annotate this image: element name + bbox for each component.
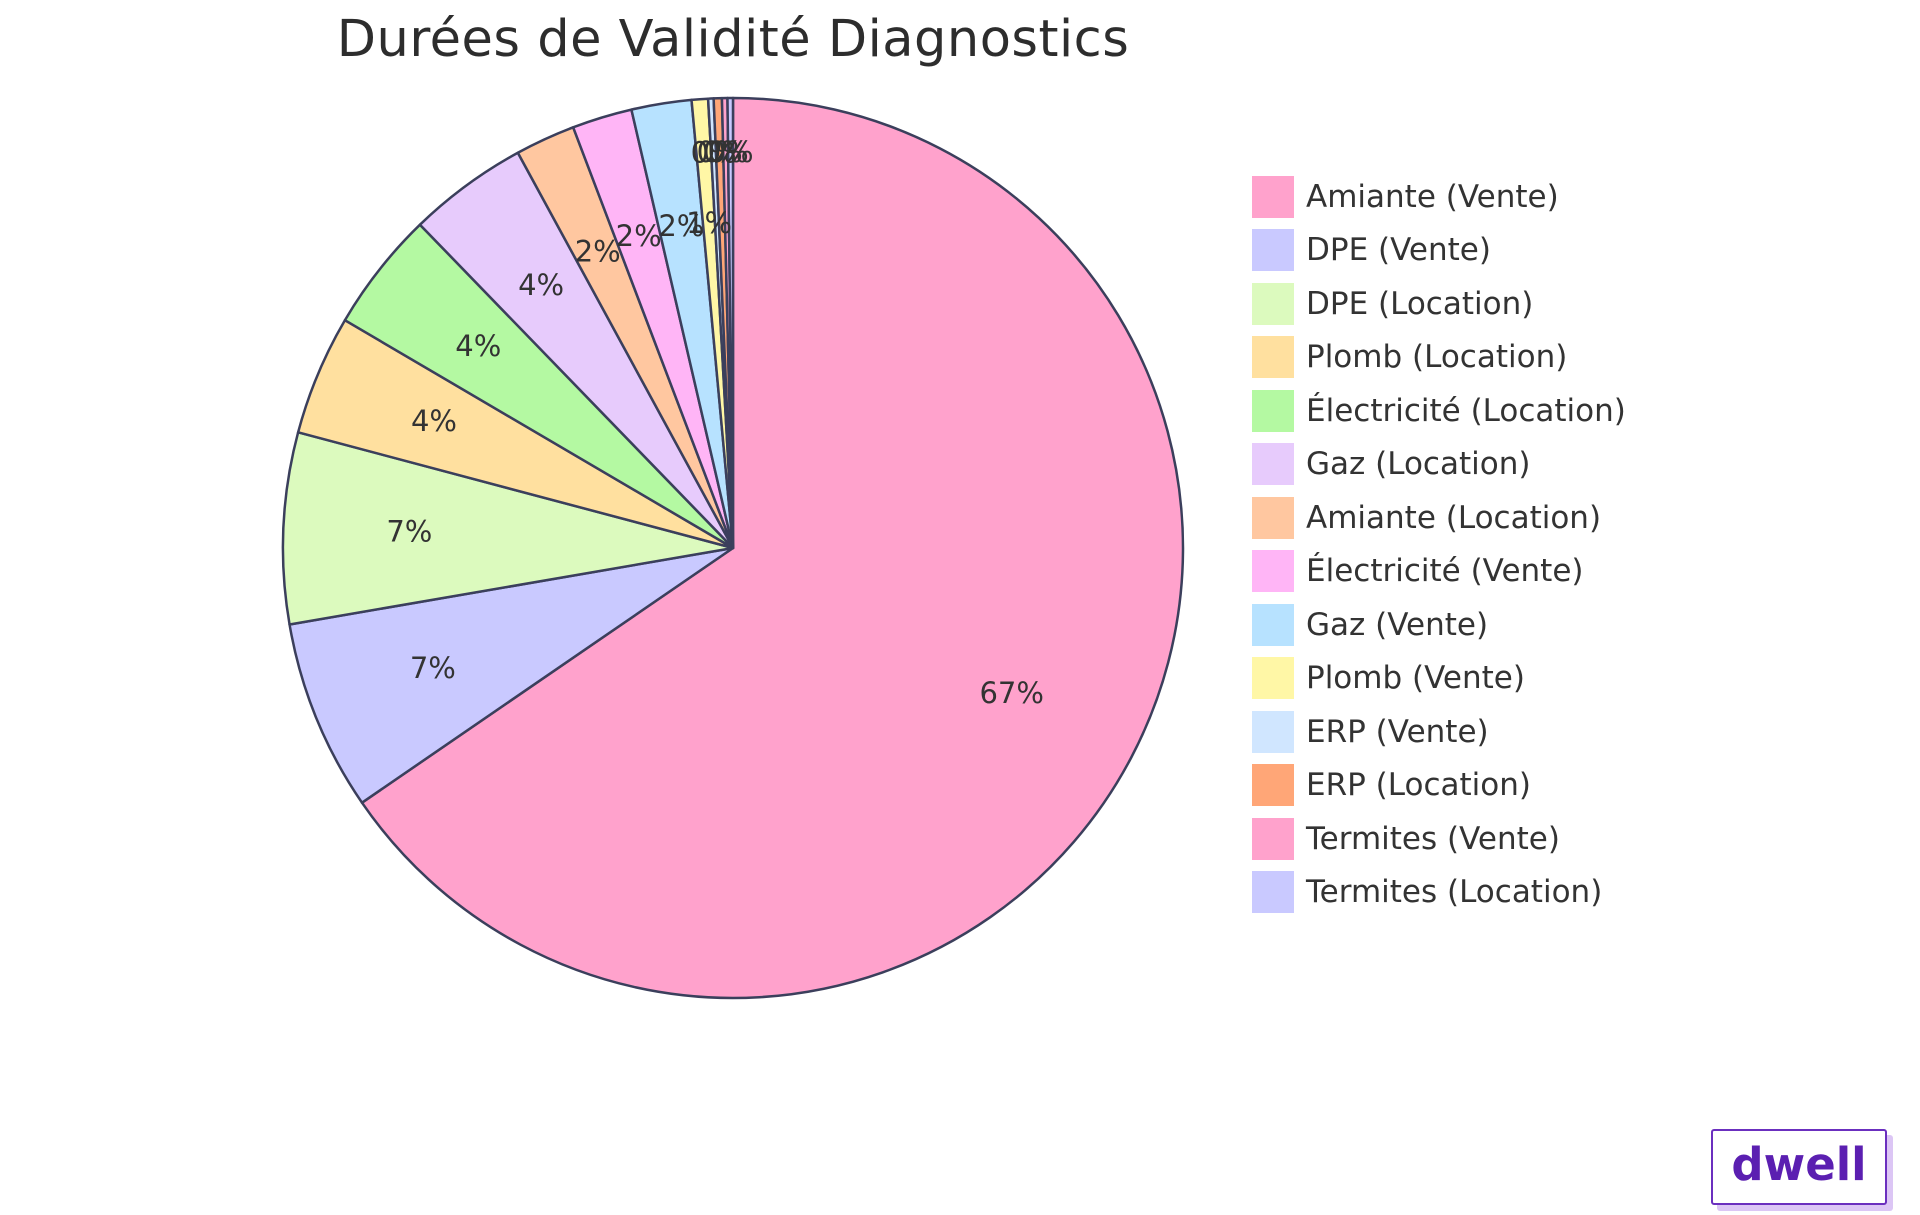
legend-item[interactable]: Gaz (Location) [1250, 438, 1626, 492]
legend-item[interactable]: Électricité (Location) [1250, 384, 1626, 438]
legend-label: Électricité (Location) [1306, 392, 1626, 429]
slice-label: 0% [708, 135, 754, 169]
slice-label: 7% [410, 651, 456, 685]
dwell-logo[interactable]: dwell [1711, 1129, 1887, 1205]
legend-item[interactable]: Gaz (Vente) [1250, 598, 1626, 652]
legend-label: ERP (Location) [1306, 767, 1531, 804]
pie-slice [360, 96, 1185, 1000]
legend-swatch [1250, 762, 1296, 809]
chart-title: Durées de Validité Diagnostics [336, 10, 1130, 69]
legend-item[interactable]: Amiante (Location) [1250, 491, 1626, 545]
legend-swatch [1250, 708, 1296, 755]
legend-swatch [1250, 548, 1296, 595]
pie-slice [288, 546, 735, 804]
pie-slice [281, 431, 735, 626]
legend-item[interactable]: DPE (Vente) [1250, 224, 1626, 278]
legend-label: Termites (Vente) [1306, 820, 1560, 857]
legend-label: DPE (Location) [1306, 285, 1534, 322]
slice-label: 1% [686, 206, 732, 240]
legend-swatch [1250, 387, 1296, 434]
legend-label: Gaz (Location) [1306, 446, 1531, 483]
slice-label: 0% [703, 135, 749, 169]
legend-swatch [1250, 227, 1296, 274]
slice-label: 2% [658, 209, 704, 243]
legend-item[interactable]: Plomb (Vente) [1250, 652, 1626, 706]
dwell-logo-text: dwell [1731, 1137, 1867, 1191]
legend-swatch [1250, 280, 1296, 327]
legend-item[interactable]: Termites (Location) [1250, 866, 1626, 920]
slice-label: 67% [979, 676, 1043, 710]
legend-label: ERP (Vente) [1306, 713, 1489, 750]
slice-label: 2% [575, 235, 621, 269]
pie-slice [726, 96, 735, 550]
legend-label: Plomb (Vente) [1306, 660, 1525, 697]
slice-label: 0% [691, 135, 737, 169]
legend-item[interactable]: Termites (Vente) [1250, 812, 1626, 866]
chart-legend: Amiante (Vente) DPE (Vente) DPE (Location)… [1250, 170, 1626, 919]
legend-item[interactable]: Électricité (Vente) [1250, 545, 1626, 599]
legend-item[interactable]: Amiante (Vente) [1250, 170, 1626, 224]
slice-label: 4% [411, 404, 457, 438]
legend-label: Gaz (Vente) [1306, 606, 1489, 643]
legend-swatch [1250, 441, 1296, 488]
slice-label: 4% [518, 268, 564, 302]
legend-label: DPE (Vente) [1306, 232, 1491, 269]
legend-swatch [1250, 334, 1296, 381]
legend-swatch [1250, 494, 1296, 541]
legend-label: Amiante (Vente) [1306, 178, 1559, 215]
legend-swatch [1250, 601, 1296, 648]
legend-swatch [1250, 815, 1296, 862]
legend-label: Plomb (Location) [1306, 339, 1568, 376]
legend-label: Termites (Location) [1306, 874, 1603, 911]
legend-swatch [1250, 655, 1296, 702]
legend-item[interactable]: ERP (Location) [1250, 759, 1626, 813]
slice-label: 0% [697, 135, 743, 169]
legend-label: Amiante (Location) [1306, 499, 1602, 536]
legend-label: Électricité (Vente) [1306, 553, 1584, 590]
slice-label: 4% [455, 329, 501, 363]
legend-item[interactable]: DPE (Location) [1250, 277, 1626, 331]
legend-swatch [1250, 869, 1296, 916]
slice-label: 2% [616, 219, 662, 253]
legend-item[interactable]: ERP (Vente) [1250, 705, 1626, 759]
legend-swatch [1250, 173, 1296, 220]
legend-item[interactable]: Plomb (Location) [1250, 331, 1626, 385]
slice-label: 7% [386, 515, 432, 549]
